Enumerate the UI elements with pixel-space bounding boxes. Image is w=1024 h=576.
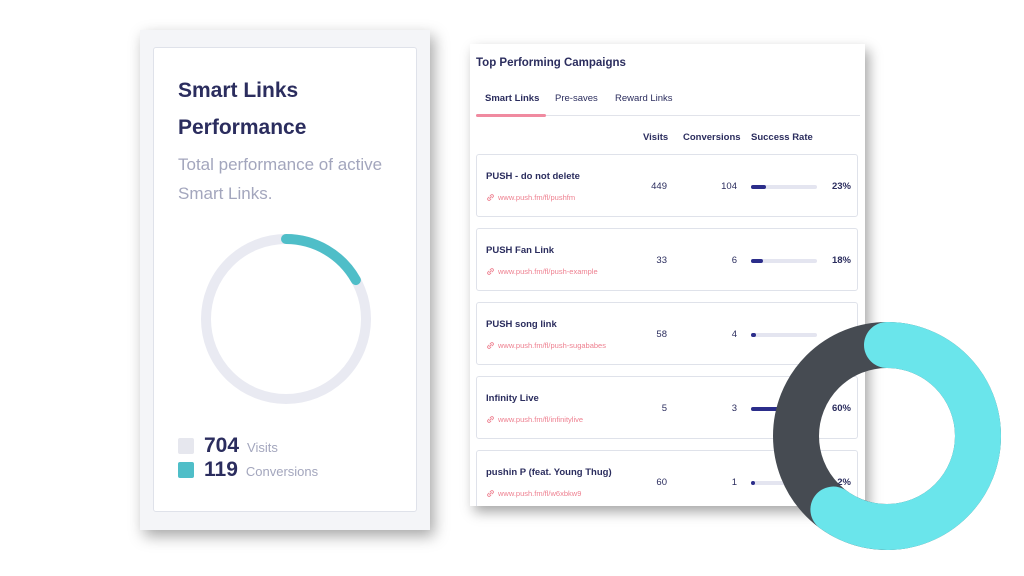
campaign-success-rate: 23% xyxy=(831,181,851,192)
column-header-conversions[interactable]: Conversions xyxy=(683,132,741,143)
campaign-visits: 60 xyxy=(656,477,667,488)
success-rate-bar-fill xyxy=(751,481,755,485)
success-rate-bar xyxy=(751,185,817,189)
campaign-url-link[interactable]: www.push.fm/fl/infinitylive xyxy=(486,415,583,424)
campaign-row[interactable]: PUSH Fan Link www.push.fm/fl/push-example… xyxy=(476,228,858,291)
campaign-url-link[interactable]: www.push.fm/fl/push-example xyxy=(486,267,598,276)
success-rate-bar-fill xyxy=(751,407,791,411)
campaign-url-text: www.push.fm/fl/push-sugababes xyxy=(498,341,606,350)
column-header-visits[interactable]: Visits xyxy=(643,132,669,143)
campaign-name: pushin P (feat. Young Thug) xyxy=(486,467,612,478)
panel-title: Top Performing Campaigns xyxy=(476,57,626,69)
campaign-name: PUSH - do not delete xyxy=(486,171,580,182)
success-rate-bar xyxy=(751,333,817,337)
campaign-conversions: 6 xyxy=(731,255,737,266)
campaign-row[interactable]: PUSH song link www.push.fm/fl/push-sugaba… xyxy=(476,302,858,365)
campaign-tabs: Smart Links Pre-saves Reward Links xyxy=(476,89,860,117)
campaign-visits: 5 xyxy=(661,403,667,414)
campaign-conversions: 104 xyxy=(721,181,737,192)
campaign-row[interactable]: PUSH - do not delete www.push.fm/fl/pushf… xyxy=(476,154,858,217)
campaign-url-text: www.push.fm/fl/w6xbkw9 xyxy=(498,489,582,498)
campaign-conversions: 4 xyxy=(731,329,737,340)
campaign-conversions: 1 xyxy=(731,477,737,488)
tab-pre-saves[interactable]: Pre-saves xyxy=(555,93,598,104)
tab-reward-links[interactable]: Reward Links xyxy=(615,93,673,104)
tab-smart-links[interactable]: Smart Links xyxy=(485,93,539,104)
success-rate-bar xyxy=(751,259,817,263)
conversions-label: Conversions xyxy=(245,464,319,479)
smart-links-performance-card: Smart Links Performance Total performanc… xyxy=(153,47,417,512)
campaign-name: PUSH song link xyxy=(486,319,557,330)
visits-count: 704 xyxy=(204,434,240,457)
link-icon xyxy=(487,268,494,275)
legend-conversions: 119 Conversions xyxy=(178,458,318,482)
campaign-success-rate: 60% xyxy=(831,403,851,414)
decorative-donut-graphic xyxy=(773,322,1001,550)
active-tab-indicator xyxy=(476,114,546,117)
link-icon xyxy=(487,342,494,349)
campaign-visits: 58 xyxy=(656,329,667,340)
campaign-success-rate: 2% xyxy=(837,477,851,488)
visits-swatch xyxy=(178,438,194,454)
campaign-url-link[interactable]: www.push.fm/fl/push-sugababes xyxy=(486,341,606,350)
campaign-url-text: www.push.fm/fl/push-example xyxy=(498,267,598,276)
conversions-count: 119 xyxy=(204,458,238,481)
campaign-name: PUSH Fan Link xyxy=(486,245,555,256)
visits-label: Visits xyxy=(247,440,278,455)
campaign-visits: 449 xyxy=(651,181,667,192)
link-icon xyxy=(487,194,494,201)
top-campaigns-panel: Top Performing Campaigns Smart Links Pre… xyxy=(470,44,865,506)
campaign-url-text: www.push.fm/fl/infinitylive xyxy=(498,415,584,424)
tab-smart-links-label: Smart Links xyxy=(485,93,540,104)
link-icon xyxy=(487,416,494,423)
donut-conversion-arc xyxy=(201,234,371,404)
campaign-url-text: www.push.fm/fl/pushfm xyxy=(498,193,576,202)
card-subtitle: Total performance of active Smart Links. xyxy=(178,155,383,203)
performance-donut-chart xyxy=(201,234,371,404)
success-rate-bar-fill xyxy=(751,259,763,263)
campaign-url-link[interactable]: www.push.fm/fl/w6xbkw9 xyxy=(486,489,581,498)
campaign-url-link[interactable]: www.push.fm/fl/pushfm xyxy=(486,193,575,202)
card-title: Smart Links Performance xyxy=(178,79,307,139)
success-rate-bar-fill xyxy=(751,333,756,337)
conversions-swatch xyxy=(178,462,194,478)
legend-visits: 704 Visits xyxy=(178,434,278,458)
decorative-donut-accent-arc xyxy=(773,322,1001,550)
campaign-conversions: 3 xyxy=(731,403,737,414)
campaign-success-rate: 18% xyxy=(831,255,851,266)
column-header-success-rate[interactable]: Success Rate xyxy=(751,132,813,143)
campaign-visits: 33 xyxy=(656,255,667,266)
success-rate-bar-fill xyxy=(751,185,767,189)
link-icon xyxy=(487,490,494,497)
campaign-name: Infinity Live xyxy=(486,393,539,404)
